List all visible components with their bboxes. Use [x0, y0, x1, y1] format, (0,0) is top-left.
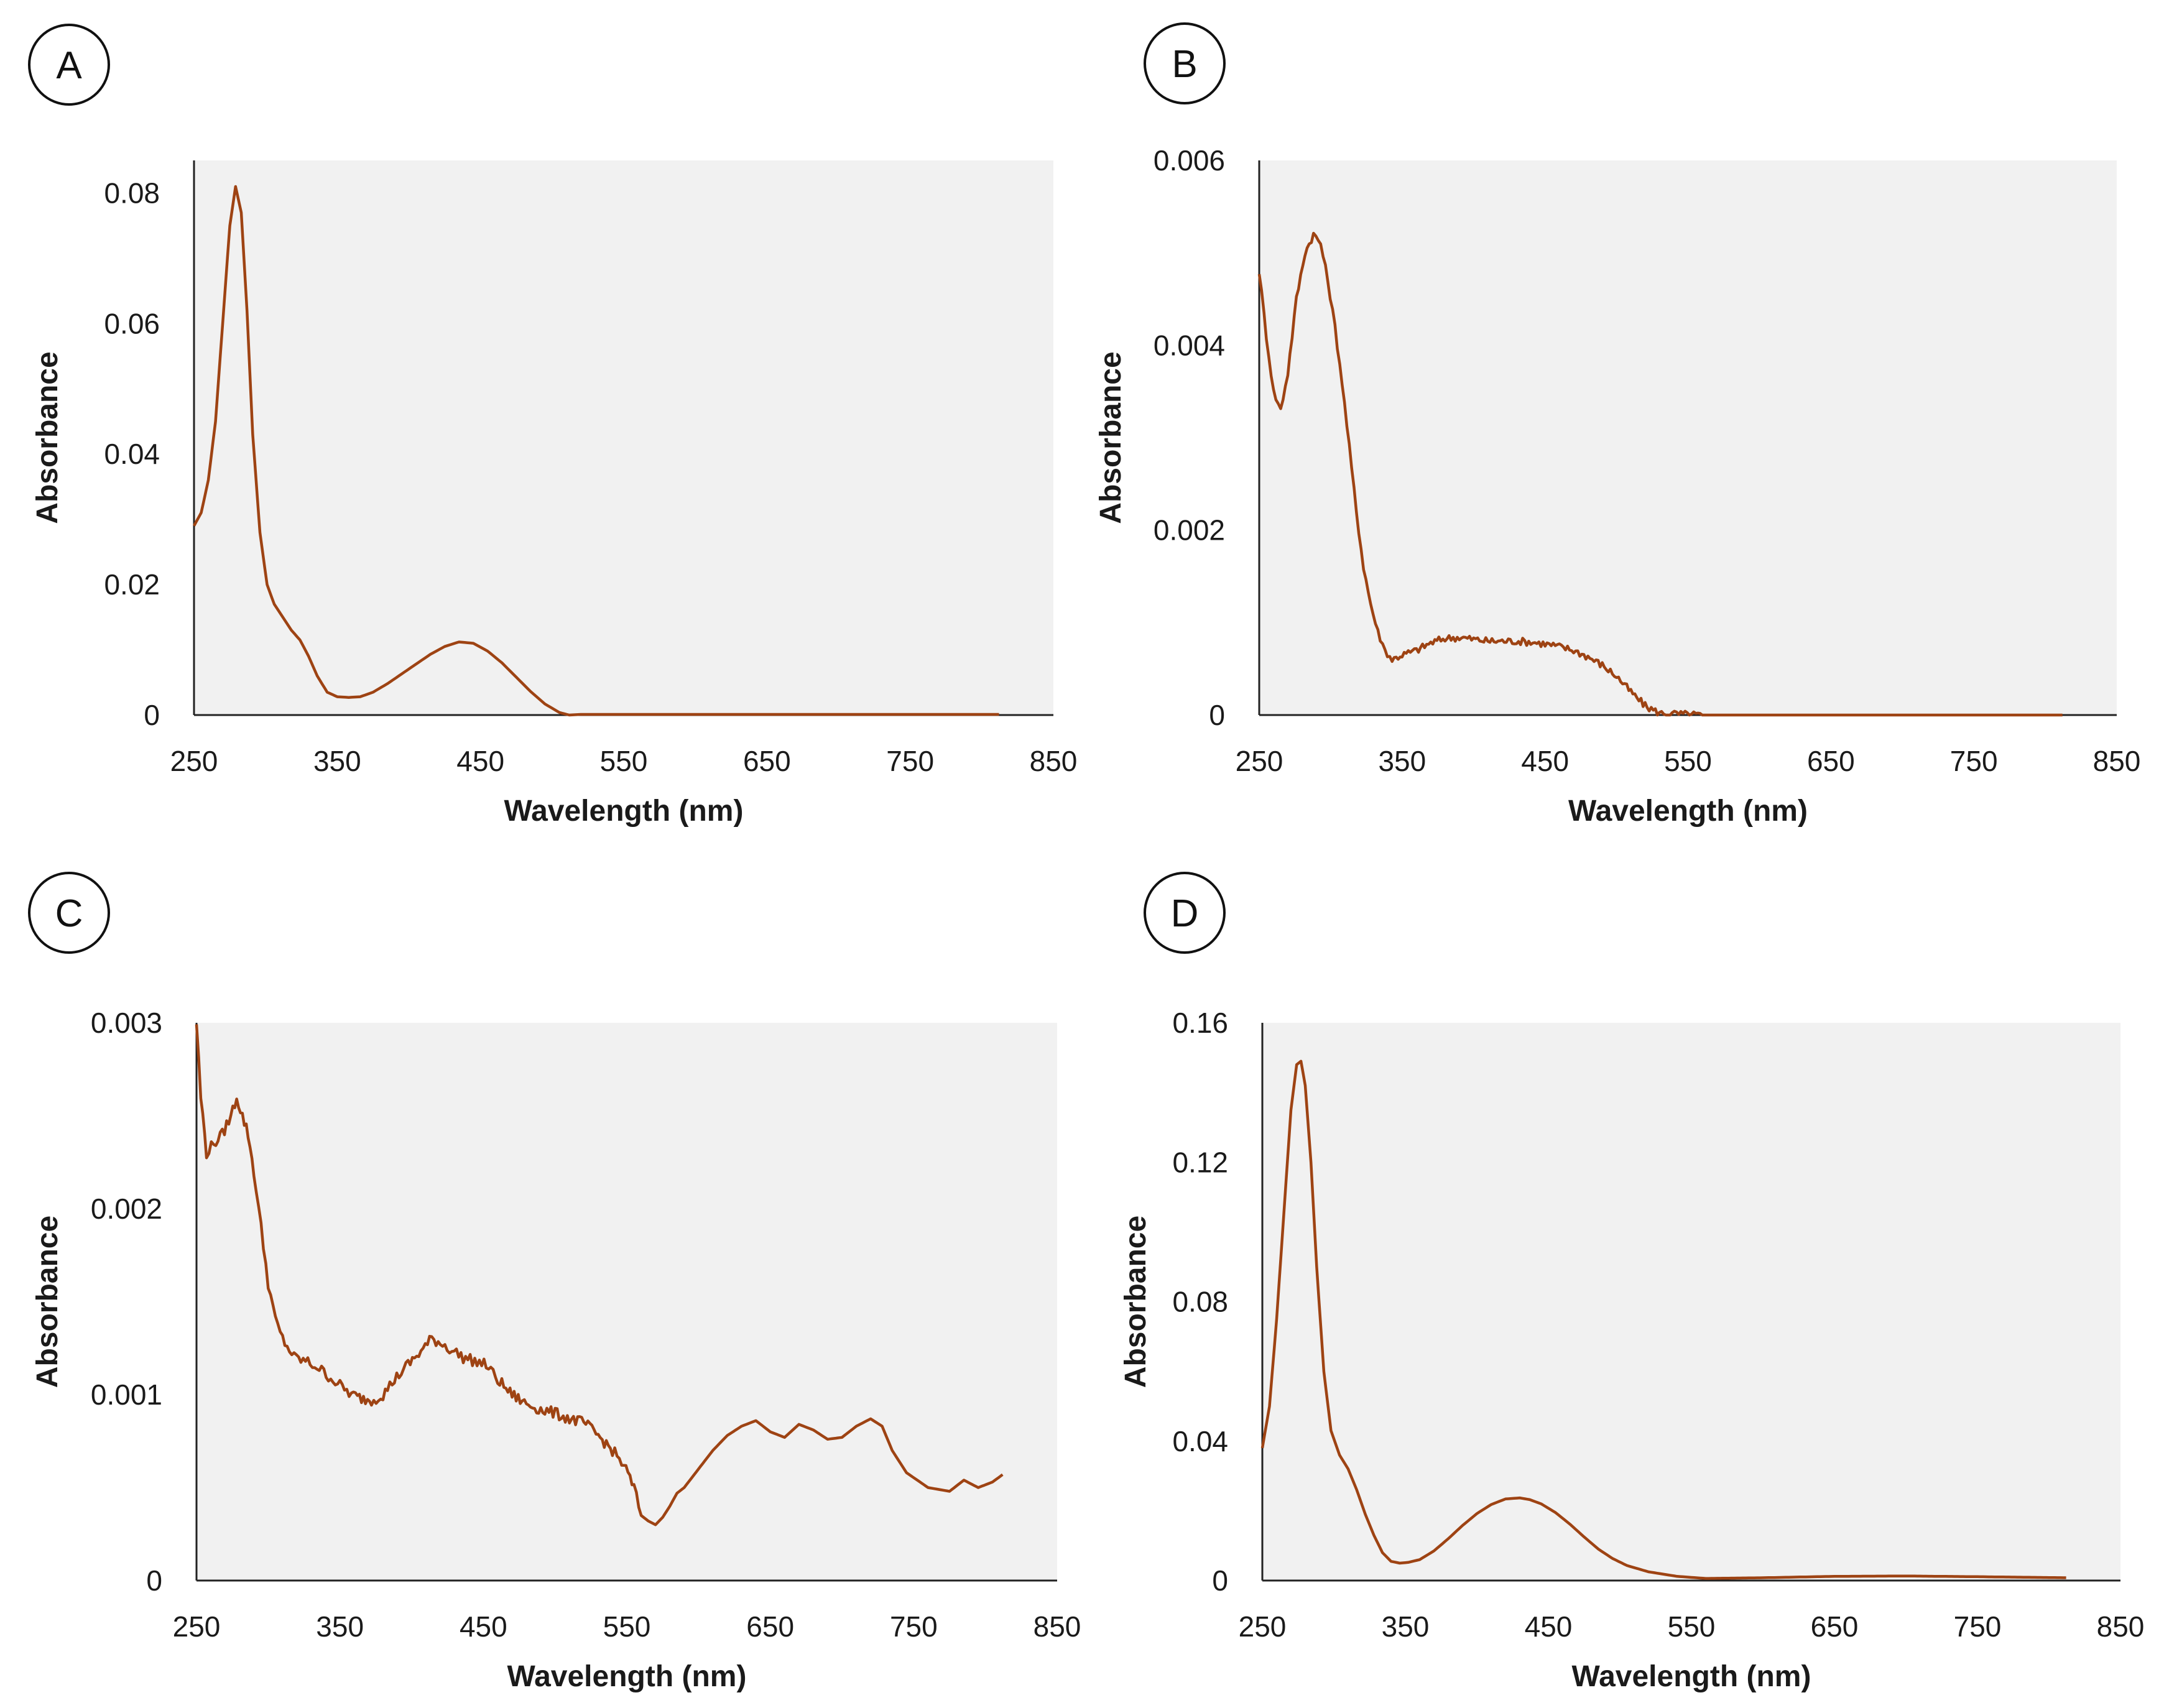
x-tick-label: 850: [1030, 745, 1078, 777]
x-tick-label: 650: [746, 1610, 794, 1643]
x-axis-title: Wavelength (nm): [1568, 795, 1808, 828]
x-tick-label: 550: [603, 1610, 651, 1643]
x-tick-label: 650: [1807, 745, 1855, 777]
x-tick-label: 650: [743, 745, 791, 777]
y-axis-title: Absorbance: [31, 351, 64, 524]
x-tick-label: 250: [1239, 1610, 1287, 1643]
y-tick-label: 0.006: [1154, 144, 1225, 177]
plot-area: [197, 1023, 1057, 1581]
x-tick-label: 550: [600, 745, 648, 777]
x-tick-label: 650: [1811, 1610, 1859, 1643]
y-tick-label: 0.001: [91, 1378, 162, 1411]
spectrum-line-a: [193, 185, 999, 717]
plot-area: [194, 160, 1053, 715]
y-tick-label: 0.003: [91, 1007, 162, 1039]
y-tick-label: 0: [144, 699, 160, 731]
x-tick-label: 350: [1382, 1610, 1430, 1643]
spectrum-line-b: [1257, 231, 2063, 717]
x-tick-label: 350: [316, 1610, 364, 1643]
panel-d-letter: D: [1171, 892, 1199, 935]
y-tick-label: 0: [146, 1564, 162, 1597]
panel-c-badge: [28, 872, 110, 954]
y-tick-label: 0.002: [91, 1193, 162, 1225]
x-axis-title: Wavelength (nm): [1572, 1660, 1811, 1693]
panel-d-badge: [1144, 872, 1226, 954]
x-tick-label: 850: [2093, 745, 2141, 777]
x-tick-label: 250: [173, 1610, 221, 1643]
y-tick-label: 0.04: [104, 438, 160, 470]
x-tick-label: 750: [1950, 745, 1998, 777]
x-tick-label: 850: [1033, 1610, 1081, 1643]
y-tick-label: 0.004: [1154, 329, 1225, 361]
x-tick-label: 450: [456, 745, 504, 777]
y-axis-title: Absorbance: [1119, 1216, 1152, 1388]
x-tick-label: 350: [1378, 745, 1426, 777]
x-tick-label: 250: [1236, 745, 1283, 777]
plot-area: [1259, 160, 2117, 715]
x-tick-label: 550: [1664, 745, 1712, 777]
panel-a-letter: A: [56, 44, 82, 87]
x-axis-title: Wavelength (nm): [507, 1660, 747, 1693]
y-tick-label: 0: [1209, 699, 1225, 731]
y-tick-label: 0.08: [104, 177, 160, 209]
x-tick-label: 550: [1668, 1610, 1716, 1643]
y-tick-label: 0: [1212, 1564, 1228, 1597]
x-tick-label: 450: [1521, 745, 1569, 777]
panel-a-badge: [28, 24, 110, 106]
y-tick-label: 0.002: [1154, 514, 1225, 547]
chart-c: 250 350 450 550 650 750 850 0 0.001 0.002 0.003 Wav…: [31, 1007, 1081, 1693]
chart-b: 250 350 450 550 650 750 850 0 0.002 0.004 0.006 Wav…: [1094, 144, 2140, 828]
spectrum-line-c: [195, 1024, 1004, 1526]
y-axis-title: Absorbance: [1094, 351, 1127, 524]
panel-a: A 250 350 450 550 650 750 850 0 0.02 0.04 0.06 0.08…: [28, 24, 1077, 828]
panel-b: B 250 350 450 550 650 750 850 0 0.002 0.004 0.006 W…: [1094, 22, 2140, 828]
plot-area: [1262, 1023, 2120, 1581]
x-tick-label: 350: [313, 745, 361, 777]
panel-b-badge: [1144, 22, 1226, 104]
chart-d: 250 350 450 550 650 750 850 0 0.04 0.08 0.12 0.16 Wa…: [1119, 1007, 2144, 1693]
x-tick-label: 450: [460, 1610, 507, 1643]
y-tick-label: 0.08: [1172, 1286, 1228, 1318]
x-tick-label: 250: [170, 745, 218, 777]
x-tick-label: 750: [1954, 1610, 2002, 1643]
spectrum-line-d: [1260, 1059, 2066, 1580]
y-tick-label: 0.06: [104, 307, 160, 339]
y-tick-label: 0.12: [1172, 1146, 1228, 1178]
y-axis-title: Absorbance: [31, 1216, 64, 1388]
y-tick-label: 0.16: [1172, 1007, 1228, 1039]
x-axis-title: Wavelength (nm): [504, 795, 744, 828]
panel-b-letter: B: [1172, 43, 1197, 86]
y-tick-label: 0.02: [104, 568, 160, 601]
x-tick-label: 750: [890, 1610, 938, 1643]
y-tick-label: 0.04: [1172, 1425, 1228, 1457]
x-tick-label: 850: [2097, 1610, 2145, 1643]
x-tick-label: 750: [886, 745, 934, 777]
panel-c: C 250 350 450 550 650 750 850 0 0.001 0.002 0.003 W…: [28, 872, 1081, 1693]
panel-c-letter: C: [55, 892, 83, 935]
x-tick-label: 450: [1525, 1610, 1573, 1643]
chart-a: 250 350 450 550 650 750 850 0 0.02 0.04 0.06 0.08 Wa…: [31, 160, 1077, 828]
panel-d: D 250 350 450 550 650 750 850 0 0.04 0.08 0.12 0.16…: [1119, 872, 2144, 1693]
